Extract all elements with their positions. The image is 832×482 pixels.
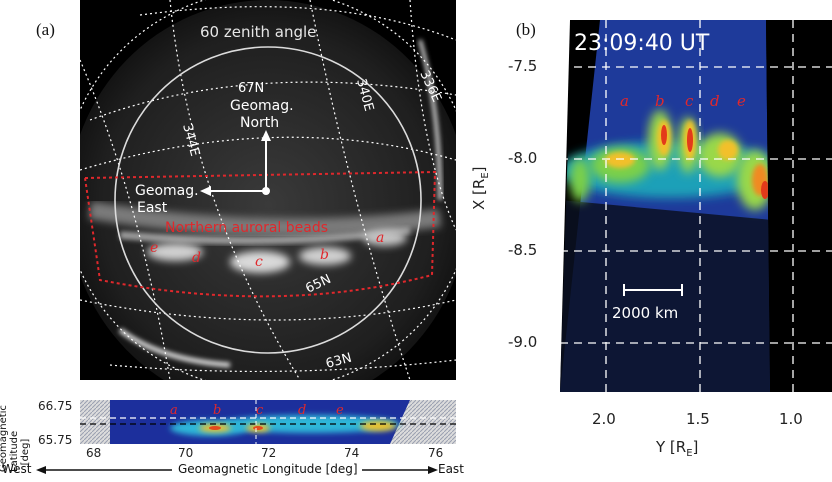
b-bead-a: a	[620, 92, 629, 110]
b-ylabel: X [RE]	[470, 166, 491, 210]
keogram-west-label: West	[2, 462, 32, 476]
scale-bar	[623, 284, 683, 296]
keo-bead-e: e	[336, 403, 344, 418]
b-ytick-2: -8.0	[508, 149, 538, 167]
mapped-aurora-plot: 23:09:40 UT a b c d e 2000 km	[560, 20, 832, 392]
keogram-xtick-74: 74	[344, 446, 360, 460]
lat-label-67: 67N	[238, 81, 264, 96]
keogram-east-label: East	[438, 462, 464, 476]
east-label-2: East	[137, 200, 168, 216]
east-arrow-keogram	[362, 466, 438, 474]
east-label-1: Geomag.	[135, 183, 199, 199]
keo-bead-d: d	[298, 403, 306, 418]
bead-e: e	[150, 240, 158, 256]
b-bead-c: c	[685, 92, 694, 110]
b-xtick-1: 2.0	[592, 410, 616, 428]
bead-b: b	[320, 247, 329, 263]
lat-grid	[80, 6, 456, 373]
keogram-xlabel: Geomagnetic Longitude [deg]	[178, 462, 358, 476]
bead-d: d	[192, 250, 201, 266]
b-bead-b: b	[655, 92, 665, 110]
bead-a: a	[376, 230, 384, 246]
north-label-2: North	[240, 115, 279, 131]
b-ytick-3: -8.5	[508, 241, 538, 259]
keogram-xtick-72: 72	[261, 446, 277, 460]
b-bead-e: e	[737, 92, 746, 110]
b-xtick-3: 1.0	[779, 410, 803, 428]
keo-bead-a: a	[170, 403, 178, 418]
lat-label-63: 63N	[324, 351, 353, 372]
west-arrow	[36, 466, 172, 474]
b-ytick-1: -7.5	[508, 57, 538, 75]
north-label-1: Geomag.	[230, 98, 294, 114]
panel-a-label: (a)	[36, 20, 55, 39]
allsky-image: 60 zenith angle 67N 65N 63N 344E 340E 33…	[80, 0, 456, 380]
keogram-xtick-76: 76	[428, 446, 444, 460]
b-xtick-2: 1.5	[686, 410, 710, 428]
b-bead-d: d	[710, 92, 720, 110]
panel-b-grid	[560, 20, 832, 392]
keogram-xtick-70: 70	[178, 446, 194, 460]
lon-grid	[80, 0, 456, 380]
panel-b-label: (b)	[516, 20, 536, 39]
b-xlabel: Y [RE]	[656, 438, 699, 459]
keogram-ytick-2: 65.75	[38, 433, 73, 447]
keogram-image: a b c d e	[80, 400, 456, 444]
b-ytick-4: -9.0	[508, 333, 538, 351]
beads-box	[83, 170, 437, 298]
keo-bead-c: c	[256, 403, 264, 418]
zenith-circle	[114, 46, 422, 354]
keo-bead-b: b	[213, 403, 221, 418]
bead-c: c	[255, 254, 263, 270]
time-stamp: 23:09:40 UT	[574, 31, 710, 56]
keogram-ytick-1: 66.75	[38, 399, 73, 413]
keogram-xtick-68: 68	[86, 446, 102, 460]
beads-title: Northern auroral beads	[165, 220, 328, 236]
scale-label: 2000 km	[612, 304, 678, 322]
zenith-label: 60 zenith angle	[200, 23, 316, 41]
